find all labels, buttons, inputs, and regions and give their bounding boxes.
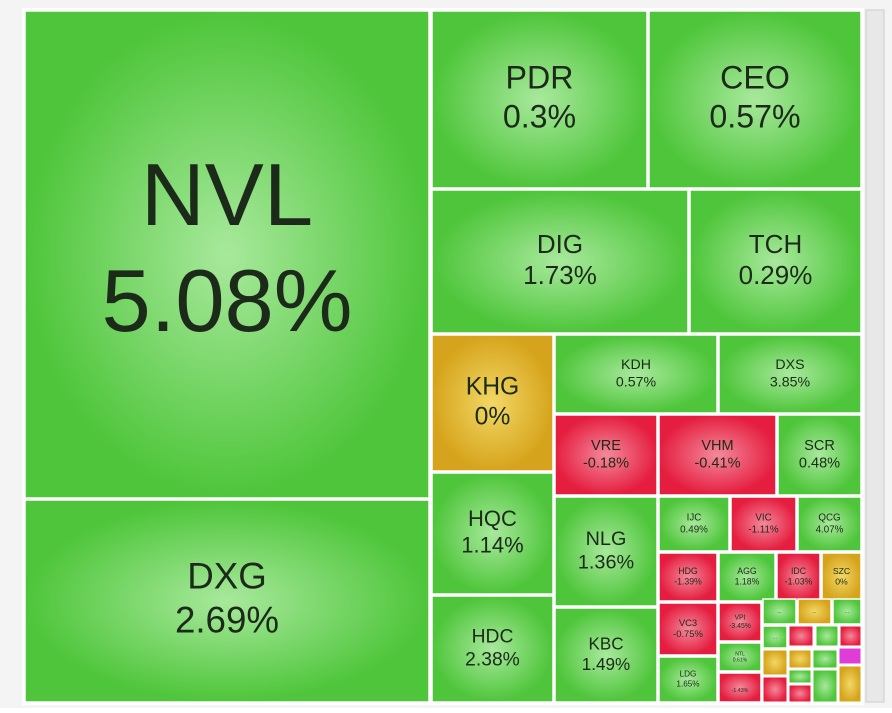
tile <box>762 598 797 625</box>
tile-value: 1.14% <box>461 533 523 558</box>
tile-label: HQC <box>468 506 517 531</box>
tile-value: 1.65% <box>676 680 699 689</box>
tile-value: 0.61% <box>733 657 748 663</box>
tile-label: QCG <box>818 513 840 524</box>
tile <box>718 672 762 703</box>
tile-value: 1.49% <box>582 655 630 674</box>
tile-value: -0.41% <box>694 456 740 472</box>
tile <box>431 595 554 703</box>
tile-label: VHM <box>701 438 733 454</box>
tile <box>730 496 797 552</box>
tile-label: VIC <box>755 513 771 524</box>
tile-value: 0.57% <box>709 98 800 134</box>
tile <box>797 598 832 625</box>
tile-value: 0% <box>835 576 848 586</box>
tile <box>776 552 821 602</box>
tile-label: AGG <box>737 566 757 576</box>
tile-label: NVL <box>141 145 313 244</box>
tile-label: ... <box>845 609 849 615</box>
tile <box>689 189 862 334</box>
tile-value: 1.18% <box>735 577 760 587</box>
tile <box>777 414 862 496</box>
tile <box>658 414 777 496</box>
tile-label: ... <box>812 609 816 615</box>
tile-value: 0% <box>475 403 511 430</box>
tile <box>554 334 718 414</box>
tile-value: 0.49% <box>680 524 708 535</box>
tile-label: DXG <box>187 556 267 597</box>
tile <box>431 189 689 334</box>
tile-label: DXS <box>775 357 804 373</box>
tile-value: -1.11% <box>748 524 779 535</box>
tile-value: -0.75% <box>673 629 704 640</box>
tile <box>431 472 554 595</box>
tile-label: NLG <box>586 528 627 550</box>
tile-value: 5.08% <box>101 251 352 350</box>
tile <box>431 334 554 472</box>
tile-label: ... <box>773 634 777 640</box>
tile-label: LDG <box>680 670 697 679</box>
tile <box>718 602 762 642</box>
tile-value: -1.39% <box>674 577 702 587</box>
tile-value: 0.57% <box>616 374 657 390</box>
tile <box>832 598 862 625</box>
tile-label: HDG <box>678 566 698 576</box>
tile <box>24 499 430 703</box>
tile-value: 2.69% <box>175 600 279 641</box>
tile <box>718 642 762 672</box>
tile <box>24 10 430 499</box>
tile-value: -1.03% <box>785 577 813 587</box>
tile-label: PDR <box>506 60 574 96</box>
tile-label: HDC <box>472 627 514 648</box>
tile-label: VC3 <box>679 618 697 629</box>
tile <box>554 496 658 607</box>
tile-label: ... <box>777 609 781 615</box>
tile-label: KDH <box>621 357 651 373</box>
tile-label: CEO <box>720 60 790 96</box>
tile-label: KBC <box>588 634 623 653</box>
tile-label: VPI <box>734 615 745 622</box>
tile-label: NTL <box>735 651 745 657</box>
tile-value: 0.48% <box>799 456 840 472</box>
tile <box>648 10 862 189</box>
tile <box>658 552 718 602</box>
tile <box>554 414 658 496</box>
tile-value: 0.29% <box>739 260 813 290</box>
tile-value: 0.3% <box>503 98 576 134</box>
tile-value: 1.36% <box>578 552 634 574</box>
scrollbar[interactable] <box>865 9 885 703</box>
tile-label: KHG <box>466 374 520 401</box>
tile-value: 3.85% <box>770 374 811 390</box>
tile-label: IDC <box>791 566 806 576</box>
tile <box>658 496 730 552</box>
tile-value: 4.07% <box>816 524 844 535</box>
tile-label: SZC <box>833 566 850 576</box>
tile <box>821 552 862 602</box>
tile <box>718 334 862 414</box>
tile-label: SCR <box>804 438 835 454</box>
tile-value: -0.18% <box>583 456 629 472</box>
tile <box>658 602 718 656</box>
tile-label: DIG <box>537 229 583 259</box>
tile-value: -3.45% <box>729 623 751 630</box>
tile-label: VRE <box>591 438 621 454</box>
tile-value: -1.43% <box>732 688 749 694</box>
tile <box>762 625 788 649</box>
tile <box>797 496 862 552</box>
tile <box>718 552 776 602</box>
tile <box>554 607 658 703</box>
minor-tiles <box>762 625 862 703</box>
tile-label: IJC <box>687 513 702 524</box>
tile-value: 2.38% <box>465 650 520 671</box>
tile-label: TCH <box>749 229 802 259</box>
tile-value: 1.73% <box>523 260 597 290</box>
tile <box>658 656 718 703</box>
tile <box>431 10 648 189</box>
